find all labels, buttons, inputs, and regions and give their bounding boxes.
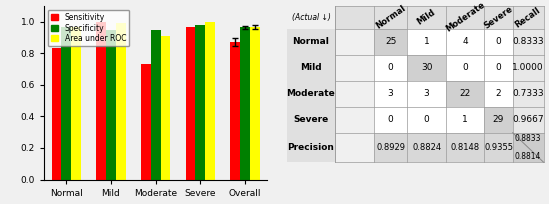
FancyBboxPatch shape: [484, 107, 513, 133]
Text: Moderate: Moderate: [444, 1, 486, 34]
FancyBboxPatch shape: [287, 133, 335, 162]
Text: Precision: Precision: [288, 143, 334, 152]
Text: 3: 3: [424, 89, 429, 98]
Text: 0.8824: 0.8824: [412, 143, 441, 152]
FancyBboxPatch shape: [446, 81, 484, 107]
FancyBboxPatch shape: [484, 81, 513, 107]
Text: 29: 29: [493, 115, 504, 124]
Text: Mild: Mild: [300, 63, 322, 72]
Text: 30: 30: [421, 63, 433, 72]
Bar: [141, 64, 151, 180]
FancyBboxPatch shape: [407, 55, 446, 81]
Text: 0.8148: 0.8148: [451, 143, 480, 152]
Bar: [195, 24, 205, 180]
FancyBboxPatch shape: [446, 81, 484, 107]
Text: 25: 25: [385, 37, 396, 46]
Text: 0.7333: 0.7333: [512, 89, 544, 98]
Text: 0: 0: [388, 63, 394, 72]
FancyBboxPatch shape: [513, 107, 544, 133]
Text: 0: 0: [388, 115, 394, 124]
Bar: [71, 27, 81, 180]
Text: 1: 1: [424, 37, 429, 46]
Bar: [96, 22, 106, 180]
Bar: [116, 23, 126, 180]
Text: 0: 0: [424, 115, 429, 124]
FancyBboxPatch shape: [287, 133, 335, 162]
FancyBboxPatch shape: [407, 133, 446, 162]
FancyBboxPatch shape: [407, 107, 446, 133]
FancyBboxPatch shape: [484, 133, 513, 162]
Text: Normal: Normal: [293, 37, 329, 46]
Bar: [250, 27, 260, 180]
Bar: [160, 36, 170, 180]
Bar: [240, 27, 250, 180]
Bar: [61, 27, 71, 180]
FancyBboxPatch shape: [446, 55, 484, 81]
Text: Severe: Severe: [483, 4, 514, 31]
FancyBboxPatch shape: [484, 29, 513, 55]
Text: 1.0000: 1.0000: [512, 63, 544, 72]
FancyBboxPatch shape: [287, 107, 335, 133]
FancyBboxPatch shape: [407, 81, 446, 107]
Text: Normal: Normal: [374, 4, 407, 31]
FancyBboxPatch shape: [446, 29, 484, 55]
FancyBboxPatch shape: [407, 55, 446, 81]
FancyBboxPatch shape: [374, 107, 407, 133]
FancyBboxPatch shape: [374, 6, 407, 29]
Text: 1: 1: [462, 115, 468, 124]
Text: Moderate: Moderate: [287, 89, 335, 98]
FancyBboxPatch shape: [484, 107, 513, 133]
Text: 0: 0: [496, 37, 501, 46]
Legend: Sensitivity, Specificity, Area under ROC: Sensitivity, Specificity, Area under ROC: [48, 10, 129, 46]
Text: 0.9667: 0.9667: [512, 115, 544, 124]
Text: 2: 2: [496, 89, 501, 98]
Text: 0: 0: [462, 63, 468, 72]
Text: Recall: Recall: [514, 6, 542, 29]
Text: 0.8833: 0.8833: [515, 134, 541, 143]
Text: (Actual ↓): (Actual ↓): [292, 13, 330, 22]
Text: 0.8333: 0.8333: [512, 37, 544, 46]
Bar: [52, 48, 61, 180]
FancyBboxPatch shape: [484, 55, 513, 81]
FancyBboxPatch shape: [374, 133, 407, 162]
FancyBboxPatch shape: [446, 6, 484, 29]
FancyBboxPatch shape: [287, 29, 335, 55]
FancyBboxPatch shape: [513, 55, 544, 81]
FancyBboxPatch shape: [407, 6, 446, 29]
FancyBboxPatch shape: [513, 29, 544, 55]
Bar: [186, 27, 195, 180]
Bar: [230, 42, 240, 180]
FancyBboxPatch shape: [374, 81, 407, 107]
Text: 0.9355: 0.9355: [484, 143, 513, 152]
Text: 0: 0: [496, 63, 501, 72]
Bar: [106, 30, 116, 180]
Bar: [205, 22, 215, 180]
Text: 4: 4: [462, 37, 468, 46]
Text: 22: 22: [460, 89, 470, 98]
FancyBboxPatch shape: [513, 133, 544, 162]
FancyBboxPatch shape: [513, 81, 544, 107]
FancyBboxPatch shape: [446, 133, 484, 162]
Bar: [151, 30, 160, 180]
Text: 0.8814: 0.8814: [515, 152, 541, 161]
FancyBboxPatch shape: [287, 81, 335, 107]
FancyBboxPatch shape: [484, 6, 513, 29]
Text: 0.8929: 0.8929: [376, 143, 405, 152]
FancyBboxPatch shape: [374, 29, 407, 55]
FancyBboxPatch shape: [513, 6, 544, 29]
FancyBboxPatch shape: [335, 6, 374, 29]
FancyBboxPatch shape: [374, 29, 407, 55]
Text: Severe: Severe: [293, 115, 329, 124]
FancyBboxPatch shape: [446, 107, 484, 133]
Text: 3: 3: [388, 89, 394, 98]
FancyBboxPatch shape: [374, 55, 407, 81]
FancyBboxPatch shape: [407, 29, 446, 55]
FancyBboxPatch shape: [287, 55, 335, 81]
Text: Mild: Mild: [416, 8, 438, 27]
